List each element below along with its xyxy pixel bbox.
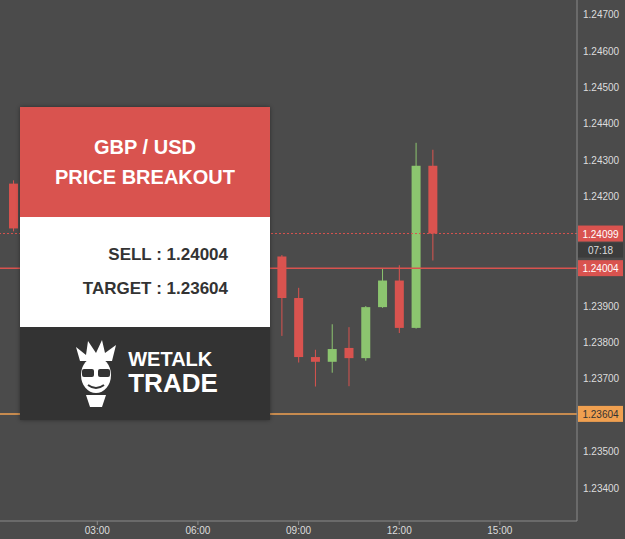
svg-text:1.23500: 1.23500 [583,446,620,457]
svg-text:1.24200: 1.24200 [583,191,620,202]
svg-text:1.24099: 1.24099 [582,229,619,240]
svg-text:1.24400: 1.24400 [583,118,620,129]
html-text:WETALK: WETALK [128,348,213,371]
svg-text:09:00: 09:00 [286,525,311,536]
svg-text:07:18: 07:18 [588,245,613,256]
svg-text:1.23700: 1.23700 [583,373,620,384]
svg-text:15:00: 15:00 [487,525,512,536]
svg-text:1.24300: 1.24300 [583,155,620,166]
svg-text:1.24600: 1.24600 [583,46,620,57]
svg-text:1.23900: 1.23900 [583,301,620,312]
html-text:TRADE: TRADE [128,368,218,399]
svg-text:1.23400: 1.23400 [583,483,620,494]
svg-text:1.24700: 1.24700 [583,9,620,20]
svg-text:1.23800: 1.23800 [583,337,620,348]
html-text:PRICE BREAKOUT: PRICE BREAKOUT [55,166,235,188]
svg-text:12:00: 12:00 [387,525,412,536]
svg-text:03:00: 03:00 [85,525,110,536]
svg-text:06:00: 06:00 [185,525,210,536]
html-text:GBP / USD: GBP / USD [94,136,196,158]
svg-text:1.24004: 1.24004 [582,263,619,274]
html-text:SELL : 1.24004: SELL : 1.24004 [108,245,228,264]
svg-text:1.24500: 1.24500 [583,82,620,93]
html-text:TARGET : 1.23604: TARGET : 1.23604 [82,279,228,298]
svg-text:1.23604: 1.23604 [582,409,619,420]
